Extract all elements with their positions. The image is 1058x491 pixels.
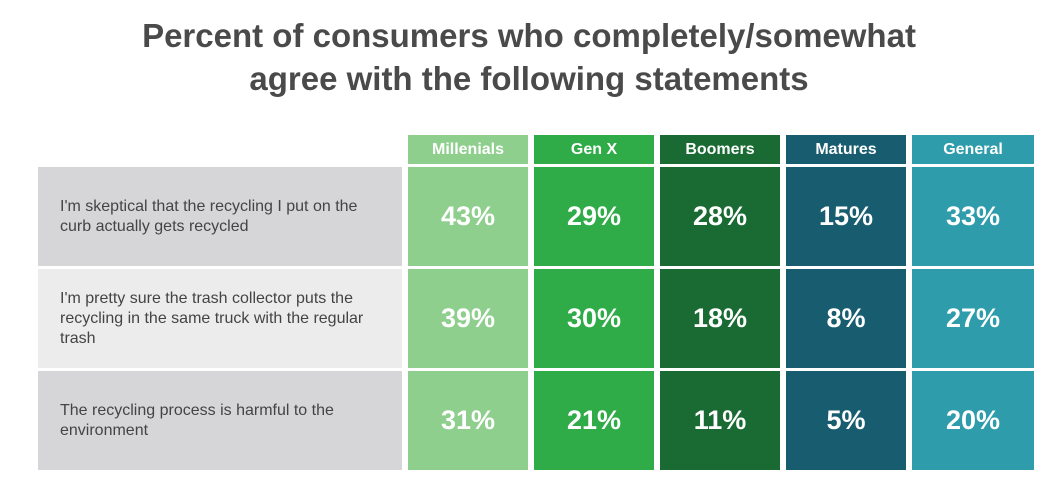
value-cell-skeptical-general: 33% [912,167,1034,266]
value-cell-harmful-gen-x: 21% [534,371,654,470]
row-label-text: I'm skeptical that the recycling I put o… [60,197,358,235]
value-cell-same-truck-general: 27% [912,269,1034,368]
value-cell-same-truck-boomers: 18% [660,269,780,368]
row-label-same-truck: I'm pretty sure the trash collector puts… [38,269,402,368]
column-header-general: General [912,135,1034,164]
value-cell-same-truck-millenials: 39% [408,269,528,368]
column-header-boomers: Boomers [660,135,780,164]
chart-title: Percent of consumers who completely/some… [0,14,1058,100]
value-cell-harmful-matures: 5% [786,371,906,470]
value-cell-harmful-general: 20% [912,371,1034,470]
row-label-harmful: The recycling process is harmful to the … [38,371,402,470]
table-corner [38,135,402,164]
value-cell-same-truck-gen-x: 30% [534,269,654,368]
value-cell-harmful-boomers: 11% [660,371,780,470]
value-cell-same-truck-matures: 8% [786,269,906,368]
row-label-text: I'm pretty sure the trash collector puts… [60,289,364,347]
column-header-matures: Matures [786,135,906,164]
value-cell-skeptical-matures: 15% [786,167,906,266]
value-cell-skeptical-millenials: 43% [408,167,528,266]
chart-title-line-1: Percent of consumers who completely/some… [142,17,916,54]
value-cell-skeptical-gen-x: 29% [534,167,654,266]
value-cell-skeptical-boomers: 28% [660,167,780,266]
column-header-gen-x: Gen X [534,135,654,164]
value-cell-harmful-millenials: 31% [408,371,528,470]
survey-table: Millenials Gen X Boomers Matures General… [38,135,1034,470]
row-label-skeptical: I'm skeptical that the recycling I put o… [38,167,402,266]
chart-title-line-2: agree with the following statements [249,60,809,97]
row-label-text: The recycling process is harmful to the … [60,401,334,439]
column-header-millenials: Millenials [408,135,528,164]
